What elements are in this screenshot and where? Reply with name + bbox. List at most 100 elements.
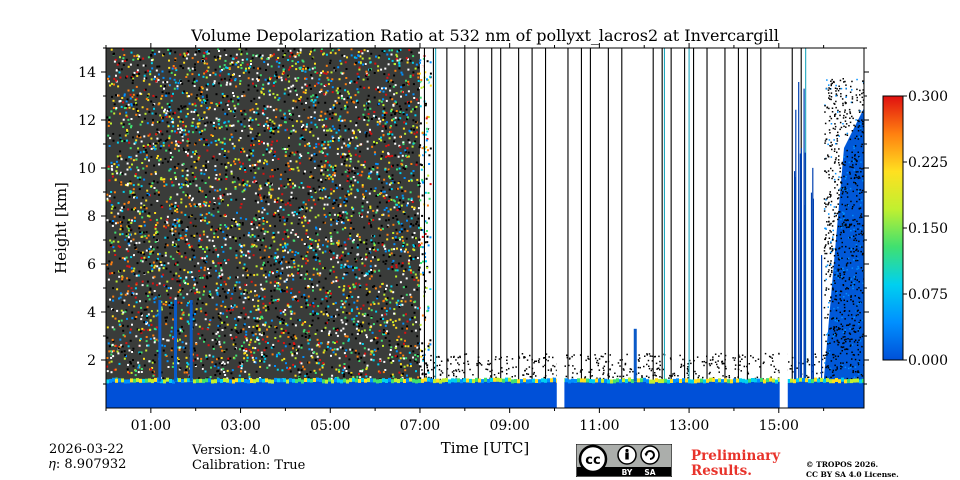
- noise-cell: [429, 61, 432, 64]
- noise-cell: [398, 144, 401, 147]
- noise-cell: [181, 91, 184, 94]
- noise-cell: [130, 124, 133, 127]
- noise-cell: [351, 129, 354, 132]
- noise-cell: [187, 130, 190, 133]
- noise-cell: [302, 60, 305, 63]
- noise-cell: [227, 227, 230, 230]
- noise-cell: [305, 273, 308, 276]
- noise-cell: [222, 367, 225, 370]
- noise-cell: [353, 63, 356, 66]
- noise-cell: [153, 187, 156, 189]
- noise-cell: [251, 164, 254, 167]
- noise-cell: [391, 174, 394, 177]
- noise-cell: [318, 185, 321, 188]
- noise-cell: [233, 304, 236, 307]
- noise-cell: [284, 148, 287, 150]
- noise-cell: [156, 121, 159, 123]
- noise-cell: [207, 160, 210, 163]
- noise-cell: [401, 194, 404, 197]
- noise-cell: [190, 258, 193, 261]
- noise-cell: [266, 328, 268, 331]
- noise-cell: [172, 184, 175, 187]
- noise-cell: [276, 77, 279, 80]
- noise-cell: [274, 198, 277, 201]
- noise-cell: [320, 48, 323, 50]
- noise-cell: [261, 257, 264, 260]
- noise-cell: [349, 232, 352, 235]
- noise-cell: [377, 363, 380, 366]
- noise-cell: [299, 208, 302, 211]
- noise-cell: [156, 232, 159, 235]
- noise-cell: [156, 284, 159, 287]
- noise-cell: [400, 86, 403, 89]
- noise-cell: [110, 167, 113, 170]
- noise-cell: [292, 258, 295, 260]
- noise-cell: [289, 366, 292, 369]
- noise-cell: [369, 353, 372, 356]
- noise-cell: [184, 334, 187, 337]
- noise-cell: [238, 243, 241, 246]
- noise-cell: [148, 110, 151, 113]
- noise-cell: [379, 285, 382, 288]
- noise-cell: [339, 184, 341, 187]
- noise-cell: [287, 261, 290, 264]
- noise-cell: [121, 345, 124, 348]
- noise-cell: [112, 349, 115, 352]
- noise-cell: [175, 262, 177, 265]
- noise-cell: [258, 216, 261, 219]
- noise-cell: [119, 292, 122, 295]
- noise-cell: [357, 54, 360, 57]
- noise-cell: [270, 298, 273, 301]
- noise-cell: [402, 243, 405, 246]
- noise-cell: [329, 146, 331, 149]
- noise-cell: [223, 280, 226, 283]
- noise-cell: [330, 354, 332, 357]
- noise-cell: [271, 159, 274, 161]
- noise-cell: [207, 344, 210, 347]
- noise-cell: [165, 183, 168, 186]
- noise-cell: [227, 289, 230, 292]
- noise-cell: [195, 126, 198, 129]
- noise-cell: [153, 327, 156, 330]
- noise-cell: [418, 238, 421, 241]
- noise-cell: [375, 55, 377, 58]
- noise-cell: [389, 89, 392, 92]
- noise-cell: [110, 353, 113, 356]
- noise-cell: [126, 98, 129, 101]
- noise-cell: [270, 131, 273, 134]
- noise-cell: [201, 129, 204, 132]
- noise-cell: [240, 151, 243, 153]
- noise-cell: [310, 355, 313, 357]
- noise-cell: [362, 78, 365, 81]
- noise-cell: [317, 243, 319, 246]
- noise-cell: [259, 317, 261, 320]
- noise-cell: [250, 144, 252, 147]
- noise-cell: [194, 104, 197, 107]
- noise-cell: [343, 285, 346, 288]
- noise-cell: [255, 181, 258, 184]
- noise-cell: [241, 182, 244, 185]
- noise-cell: [120, 206, 123, 209]
- noise-cell: [122, 334, 125, 337]
- noise-cell: [255, 357, 258, 360]
- noise-cell: [419, 264, 421, 267]
- noise-cell: [163, 178, 166, 181]
- noise-cell: [296, 349, 299, 352]
- noise-cell: [152, 118, 154, 121]
- noise-cell: [300, 182, 303, 184]
- noise-cell: [179, 289, 182, 292]
- noise-cell: [186, 226, 189, 229]
- noise-cell: [407, 215, 410, 218]
- noise-cell: [405, 313, 407, 316]
- noise-cell: [308, 84, 311, 87]
- noise-cell: [357, 329, 360, 332]
- noise-cell: [134, 207, 137, 210]
- noise-cell: [331, 348, 334, 351]
- noise-cell: [316, 284, 319, 287]
- noise-cell: [184, 133, 187, 136]
- noise-cell: [193, 153, 196, 156]
- noise-cell: [415, 105, 418, 108]
- noise-cell: [225, 169, 228, 172]
- noise-cell: [186, 293, 189, 296]
- noise-cell: [164, 353, 167, 356]
